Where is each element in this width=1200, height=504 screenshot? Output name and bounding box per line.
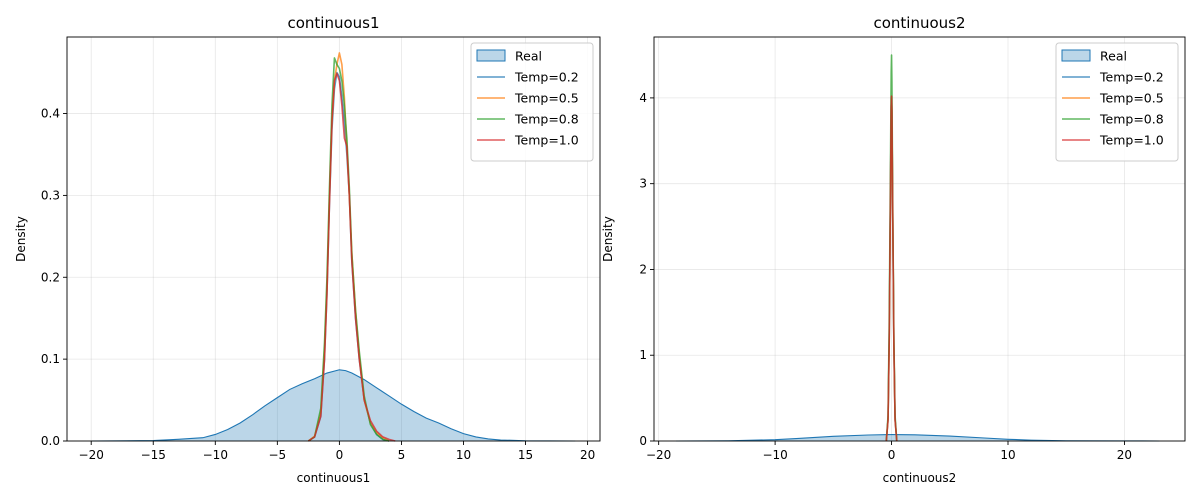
x-axis-label: continuous2 [883,471,957,485]
legend-item: Real [1061,49,1127,64]
legend-item: Temp=0.5 [1062,91,1164,106]
legend-item: Temp=1.0 [1062,133,1164,148]
legend: Real Temp=0.2 Temp=0.5 Temp=0.8 Temp=1.0 [1055,42,1179,162]
x-axis-label: continuous1 [297,471,371,485]
chart-title: continuous2 [873,14,965,32]
y-tick-label: 0.1 [41,352,60,366]
legend-item: Temp=0.2 [1062,70,1164,85]
y-tick-label: 0.4 [41,107,60,121]
x-tick-label: 20 [580,448,595,462]
x-tick-label: 0 [888,448,896,462]
x-tick-label: −20 [646,448,671,462]
x-tick-label: −15 [141,448,166,462]
y-tick-label: 1 [639,348,647,362]
series-line-temp-1-0 [885,95,898,442]
x-tick-label: 15 [518,448,533,462]
x-tick-label: −20 [79,448,104,462]
legend-box [1055,42,1179,162]
series-real-area [676,434,1160,441]
legend-label: Temp=0.5 [1099,91,1164,106]
legend-swatch [1061,49,1091,62]
legend-item: Temp=0.8 [477,112,579,127]
y-tick-label: 2 [639,262,647,276]
legend-label: Temp=0.2 [1099,70,1164,85]
legend-label: Temp=0.2 [514,70,579,85]
y-tick-label: 4 [639,91,647,105]
legend-item: Temp=1.0 [477,133,579,148]
legend-item: Temp=0.5 [477,91,579,106]
legend-label: Temp=0.5 [514,91,579,106]
y-tick-label: 0.3 [41,188,60,202]
x-tick-label: −5 [268,448,286,462]
legend-item: Temp=0.2 [477,70,579,85]
chart-title: continuous1 [287,14,379,32]
legend-label: Temp=1.0 [1099,133,1164,148]
x-tick-label: 0 [336,448,344,462]
series-real-line [676,434,1160,442]
axes-frame [653,36,1186,442]
y-tick-label: 3 [639,177,647,191]
y-axis-label: Density [14,216,28,262]
y-axis-label: Density [601,216,615,262]
legend-label: Temp=0.8 [514,112,579,127]
legend-label: Temp=0.8 [1099,112,1164,127]
x-tick-label: 10 [456,448,471,462]
series-line-temp-1-0 [307,72,396,442]
legend-label: Real [1100,49,1127,64]
y-tick-label: 0.2 [41,270,60,284]
x-tick-label: 5 [398,448,406,462]
axes-frame [66,36,601,442]
legend-label: Temp=1.0 [514,133,579,148]
x-tick-label: 10 [1000,448,1015,462]
y-tick-label: 0.0 [41,434,60,448]
legend-box [470,42,594,162]
chart-panel-1: −20 −15 −10 −5 0 5 10 15 20 0.0 0.1 0.2 0.3 0.4 contin… [14,14,601,485]
y-tick-label: 0 [639,434,647,448]
series-real-area [91,369,576,441]
legend-item: Real [476,49,542,64]
legend-label: Real [515,49,542,64]
legend-swatch [476,49,506,62]
series-real-line [91,369,576,442]
x-tick-label: 20 [1117,448,1132,462]
x-tick-label: −10 [203,448,228,462]
legend: Real Temp=0.2 Temp=0.5 Temp=0.8 Temp=1.0 [470,42,594,162]
chart-panel-2: −20 −10 0 10 20 0 1 2 3 4 continuous2 continuous2 De… [601,14,1186,485]
x-tick-label: −10 [762,448,787,462]
legend-item: Temp=0.8 [1062,112,1164,127]
